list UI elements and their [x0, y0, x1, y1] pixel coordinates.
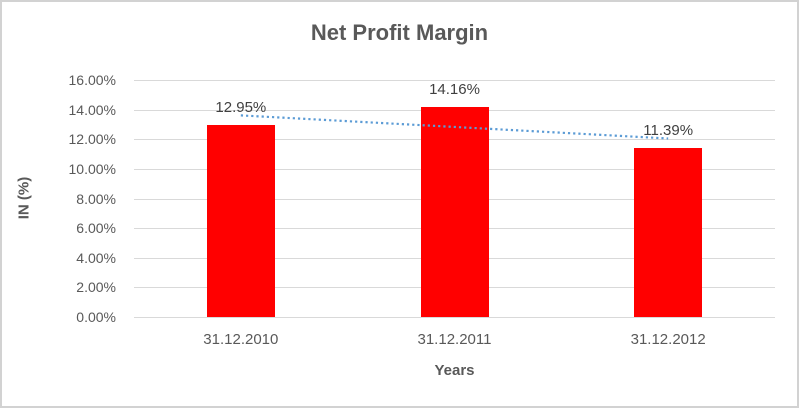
- bar-31.12.2011: [420, 107, 489, 317]
- y-tick-label: 14.00%: [68, 101, 116, 118]
- gridline: [134, 317, 775, 318]
- x-tick-label: 31.12.2010: [203, 331, 279, 348]
- y-tick-label: 16.00%: [68, 72, 116, 88]
- x-tick-label: 31.12.2011: [417, 331, 492, 348]
- y-tick-label: 4.00%: [76, 249, 116, 266]
- y-tick-label: 10.00%: [68, 160, 116, 177]
- y-tick-label: 2.00%: [76, 279, 116, 296]
- y-tick-label: 6.00%: [76, 220, 116, 237]
- bar-data-label: 12.95%: [215, 99, 267, 117]
- bar-31.12.2010: [206, 125, 275, 317]
- x-tick-label: 31.12.2012: [630, 331, 706, 348]
- y-tick-label: 12.00%: [68, 131, 116, 148]
- gridline: [134, 80, 775, 81]
- bar-31.12.2012: [634, 148, 703, 317]
- trendline: [240, 114, 669, 140]
- chart-title: Net Profit Margin: [310, 20, 489, 45]
- bar-data-label: 14.16%: [429, 81, 480, 99]
- plot-area: 12.95% 14.16% 11.39%: [134, 80, 775, 318]
- y-tick-label: 8.00%: [76, 190, 116, 207]
- x-axis-title: Years: [434, 362, 475, 379]
- y-tick-label: 0.00%: [76, 309, 116, 325]
- bar-data-label: 11.39%: [643, 122, 694, 140]
